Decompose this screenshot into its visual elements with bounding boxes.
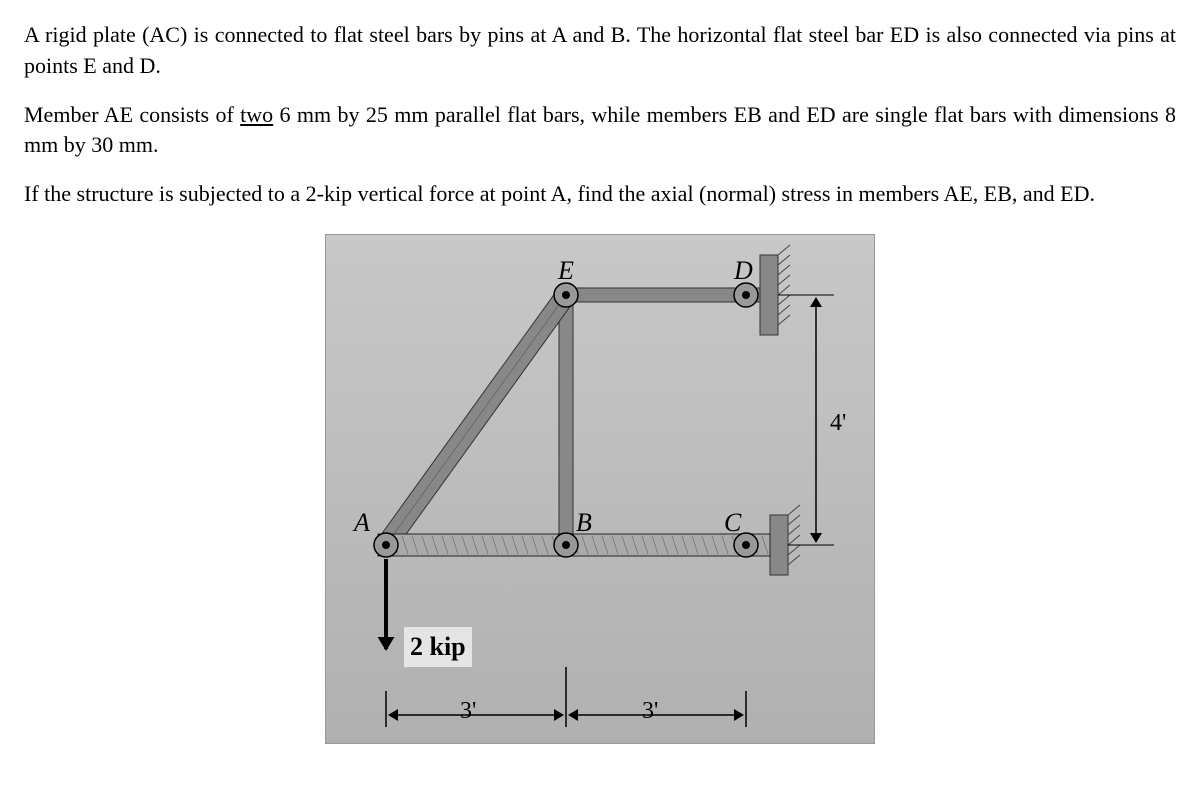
p1-text: A rigid plate (AC) is connected to flat … [24, 22, 1176, 78]
label-B: B [576, 505, 592, 541]
figure-container: E D A B C 2 kip 3' 3' 4' [24, 234, 1176, 744]
dim-ab: 3' [460, 695, 476, 729]
p3-text: If the structure is subjected to a 2-kip… [24, 181, 1095, 206]
label-A: A [354, 505, 370, 541]
label-C: C [724, 505, 741, 541]
dim-height: 4' [830, 407, 846, 441]
p2-pre: Member AE consists of [24, 102, 240, 127]
label-E: E [558, 253, 574, 289]
dim-bc: 3' [642, 695, 658, 729]
label-D: D [734, 253, 753, 289]
problem-paragraph-1: A rigid plate (AC) is connected to flat … [24, 20, 1176, 82]
diagram-svg [326, 235, 876, 745]
problem-paragraph-3: If the structure is subjected to a 2-kip… [24, 179, 1176, 210]
problem-paragraph-2: Member AE consists of two 6 mm by 25 mm … [24, 100, 1176, 162]
structural-diagram: E D A B C 2 kip 3' 3' 4' [325, 234, 875, 744]
p2-underline: two [240, 102, 273, 127]
force-label: 2 kip [404, 627, 472, 667]
